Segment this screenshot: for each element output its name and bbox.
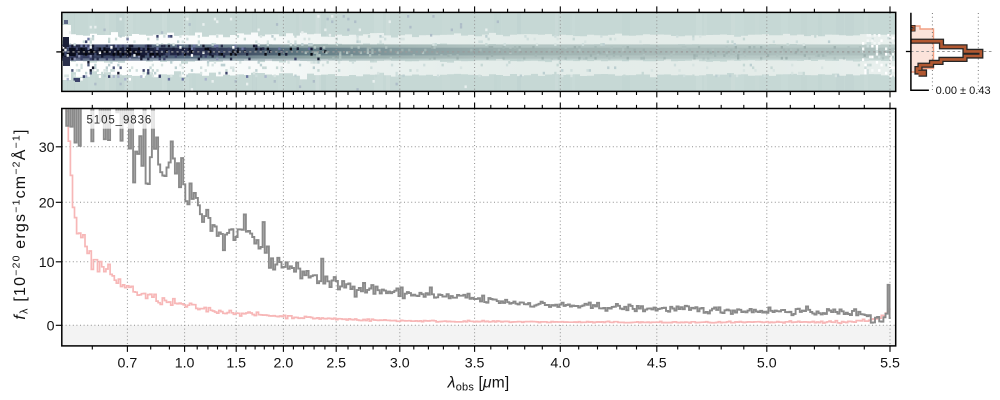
svg-text:0.7: 0.7	[118, 355, 138, 371]
svg-text:1.0: 1.0	[175, 355, 195, 371]
svg-text:3.5: 3.5	[465, 355, 485, 371]
svg-text:5105_9836: 5105_9836	[87, 115, 153, 127]
svg-text:2.0: 2.0	[274, 355, 294, 371]
svg-text:3.0: 3.0	[390, 355, 410, 371]
svg-text:30: 30	[39, 140, 55, 156]
svg-text:2.5: 2.5	[326, 355, 346, 371]
svg-text:0.00 ± 0.43: 0.00 ± 0.43	[936, 85, 991, 97]
svg-text:fλ [10−20 ergs−1cm−2Å−1]: fλ [10−20 ergs−1cm−2Å−1]	[10, 128, 31, 319]
svg-text:5.0: 5.0	[757, 355, 777, 371]
svg-text:4.5: 4.5	[647, 355, 667, 371]
svg-text:4.0: 4.0	[550, 355, 570, 371]
svg-text:1.5: 1.5	[226, 355, 246, 371]
svg-text:0: 0	[47, 318, 55, 334]
svg-text:λobs [μm]: λobs [μm]	[447, 375, 510, 394]
svg-text:20: 20	[39, 195, 55, 211]
svg-text:10: 10	[39, 255, 55, 271]
svg-text:5.5: 5.5	[880, 355, 900, 371]
